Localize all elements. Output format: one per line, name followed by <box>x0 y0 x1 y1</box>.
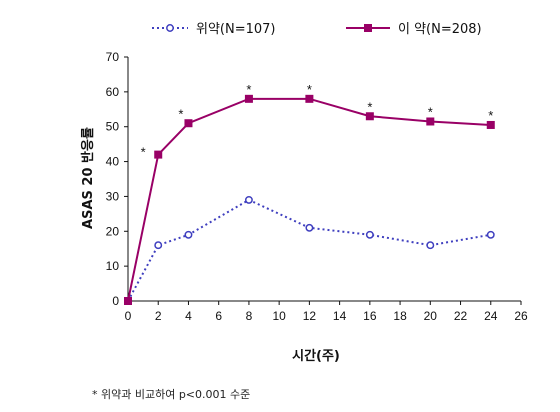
data-point-series-2 <box>305 94 314 103</box>
data-point-series-2 <box>426 117 435 126</box>
legend-label-series-2: 이 약(N=208) <box>398 22 482 37</box>
significance-star: * <box>246 82 251 97</box>
data-point-series-2 <box>365 112 374 121</box>
x-tick-label: 2 <box>155 309 162 323</box>
legend: 위약(N=107) 이 약(N=208) <box>152 22 482 37</box>
x-axis-title: 시간(주) <box>292 348 340 364</box>
x-tick-label: 18 <box>393 309 407 323</box>
significance-star: * <box>488 108 493 123</box>
x-tick-label: 22 <box>454 309 468 323</box>
x-tick-label: 24 <box>484 309 498 323</box>
data-point-series-1 <box>426 241 435 250</box>
x-tick-label: 6 <box>215 309 222 323</box>
data-point-series-1 <box>486 230 495 239</box>
y-ticks: 0 10 20 30 40 50 60 70 <box>106 50 128 308</box>
data-point-series-1 <box>365 230 374 239</box>
x-tick-label: 12 <box>303 309 317 323</box>
series-line-2 <box>127 97 491 302</box>
data-point-series-2 <box>486 120 495 129</box>
significance-star: * <box>367 99 372 114</box>
x-tick-label: 14 <box>333 309 347 323</box>
x-tick-label: 8 <box>246 309 253 323</box>
y-tick-label: 10 <box>106 259 120 273</box>
data-point-series-1 <box>305 223 314 232</box>
data-point-series-2 <box>184 119 193 128</box>
x-tick-label: 4 <box>185 309 192 323</box>
significance-markers: * * * * * * * <box>141 82 494 160</box>
x-tick-label: 20 <box>424 309 438 323</box>
significance-star: * <box>141 145 146 160</box>
series-layer <box>124 94 495 305</box>
data-point-series-1 <box>184 230 193 239</box>
significance-star: * <box>178 106 183 121</box>
x-ticks: 0 2 4 6 8 10 12 14 16 18 20 22 24 26 <box>125 301 528 323</box>
y-tick-label: 20 <box>106 224 120 238</box>
significance-star: * <box>307 82 312 97</box>
x-tick-label: 26 <box>514 309 528 323</box>
significance-star: * <box>428 105 433 120</box>
axes <box>127 57 521 302</box>
y-tick-label: 60 <box>106 85 120 99</box>
legend-label-series-1: 위약(N=107) <box>196 22 276 37</box>
data-point-series-2 <box>154 150 163 159</box>
y-tick-label: 0 <box>112 294 119 308</box>
x-tick-label: 16 <box>363 309 377 323</box>
y-tick-label: 30 <box>106 189 120 203</box>
data-point-series-1 <box>154 241 163 250</box>
series-line-1 <box>127 198 491 302</box>
x-tick-label: 10 <box>272 309 286 323</box>
x-tick-label: 0 <box>125 309 132 323</box>
data-point-series-2 <box>124 297 132 305</box>
footnote: * 위약과 비교하여 p<0.001 수준 <box>92 388 251 401</box>
data-point-series-2 <box>244 94 253 103</box>
legend-marker-series-2 <box>364 24 372 32</box>
y-tick-label: 70 <box>106 50 120 64</box>
legend-marker-series-1 <box>166 24 174 32</box>
y-tick-label: 50 <box>106 120 120 134</box>
y-tick-label: 40 <box>106 155 120 169</box>
data-point-series-1 <box>244 195 253 204</box>
y-axis-title: ASAS 20 반응률 <box>80 127 96 229</box>
